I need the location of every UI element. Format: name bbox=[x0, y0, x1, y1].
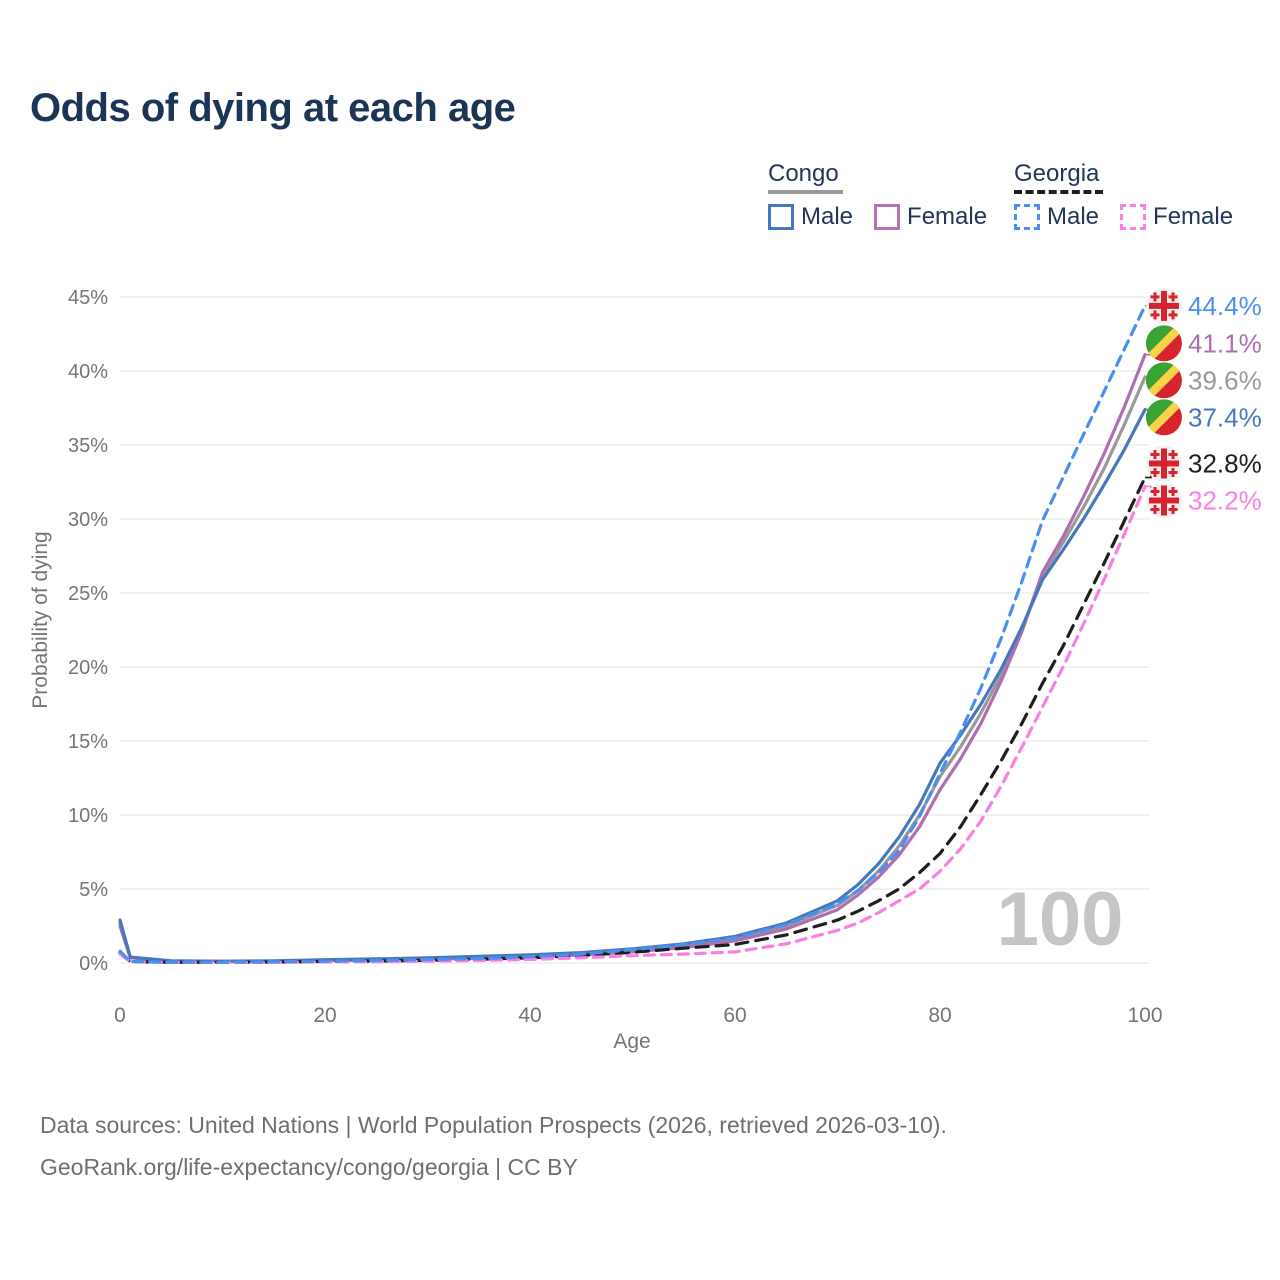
georgia-male-swatch-icon bbox=[1014, 204, 1040, 230]
legend-group-title-georgia[interactable]: Georgia bbox=[1014, 160, 1104, 194]
y-axis-title: Probability of dying bbox=[29, 531, 52, 708]
series-line-congo-female[interactable] bbox=[118, 353, 1147, 964]
x-tick-label: 80 bbox=[928, 1004, 951, 1027]
georgia-flag-icon bbox=[1146, 287, 1182, 324]
attribution-line: GeoRank.org/life-expectancy/congo/georgi… bbox=[40, 1154, 578, 1180]
y-tick-label: 40% bbox=[68, 361, 108, 383]
series-line-congo-male[interactable] bbox=[118, 407, 1147, 963]
series-line-congo-total[interactable] bbox=[118, 375, 1147, 964]
end-value-label-congo-female: 41.1% bbox=[1188, 328, 1262, 358]
series-line-georgia-male[interactable] bbox=[118, 304, 1147, 964]
legend-item-congo-male[interactable]: Male bbox=[768, 203, 853, 231]
x-tick-label: 20 bbox=[313, 1004, 336, 1027]
page-title: Odds of dying at each age bbox=[30, 86, 516, 130]
congo-flag-icon bbox=[1146, 325, 1182, 362]
x-tick-label: 100 bbox=[1127, 1004, 1162, 1027]
legend-item-label: Female bbox=[1153, 203, 1234, 230]
y-tick-label: 20% bbox=[68, 657, 108, 679]
congo-female-swatch-icon bbox=[874, 204, 901, 230]
y-tick-label: 30% bbox=[68, 509, 108, 531]
x-axis-title: Age bbox=[613, 1030, 650, 1053]
legend-item-label: Female bbox=[907, 203, 988, 230]
x-tick-label: 60 bbox=[723, 1004, 746, 1027]
y-tick-label: 5% bbox=[79, 879, 108, 901]
congo-male-swatch-icon bbox=[768, 204, 794, 230]
end-value-label-congo-total: 39.6% bbox=[1188, 365, 1262, 395]
georgia-female-swatch-icon bbox=[1120, 204, 1147, 230]
data-source-line: Data sources: United Nations | World Pop… bbox=[40, 1112, 947, 1138]
congo-flag-icon bbox=[1146, 399, 1182, 436]
y-tick-label: 35% bbox=[68, 435, 108, 457]
y-tick-label: 0% bbox=[79, 953, 108, 975]
hover-age-watermark: 100 bbox=[997, 877, 1124, 962]
end-value-label-georgia-female: 32.2% bbox=[1188, 486, 1262, 516]
y-tick-label: 15% bbox=[68, 731, 108, 753]
legend-item-georgia-female[interactable]: Female bbox=[1120, 203, 1233, 231]
end-value-label-georgia-total: 32.8% bbox=[1188, 449, 1262, 479]
congo-flag-icon bbox=[1146, 362, 1182, 399]
legend-item-georgia-male[interactable]: Male bbox=[1014, 203, 1099, 231]
end-value-label-congo-male: 37.4% bbox=[1188, 402, 1262, 432]
y-tick-label: 10% bbox=[68, 805, 108, 827]
y-tick-label: 45% bbox=[68, 287, 108, 309]
georgia-flag-icon bbox=[1146, 482, 1182, 519]
legend-group-title-congo[interactable]: Congo bbox=[768, 160, 843, 194]
legend-item-congo-female[interactable]: Female bbox=[874, 203, 987, 231]
footer: Data sources: United Nations | World Pop… bbox=[40, 1104, 947, 1188]
legend-item-label: Male bbox=[1047, 203, 1100, 230]
legend-group-georgia: Georgia Male Female bbox=[1014, 160, 1233, 231]
y-tick-label: 25% bbox=[68, 583, 108, 605]
end-value-label-georgia-male: 44.4% bbox=[1188, 291, 1262, 321]
legend-item-label: Male bbox=[801, 203, 854, 230]
x-tick-label: 40 bbox=[518, 1004, 541, 1027]
georgia-flag-icon bbox=[1146, 445, 1182, 482]
series-line-georgia-female[interactable] bbox=[118, 484, 1147, 965]
x-tick-label: 0 bbox=[114, 1004, 126, 1027]
legend-group-congo: Congo Male Female bbox=[768, 160, 987, 231]
